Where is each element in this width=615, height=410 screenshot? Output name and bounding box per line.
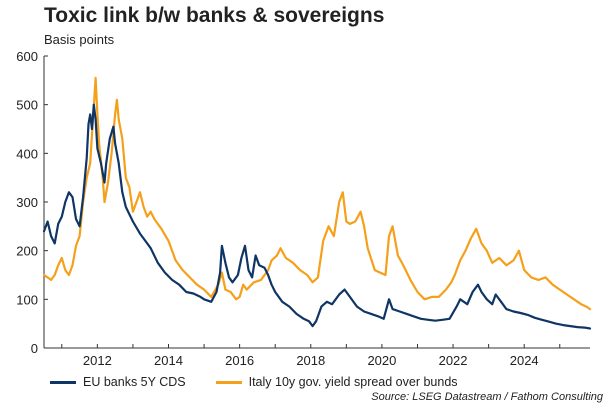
- legend-swatch-italy-spread: [215, 380, 242, 384]
- x-tick-label: 2014: [154, 353, 183, 368]
- x-tick-label: 2020: [367, 353, 396, 368]
- series-line-italy-spread: [42, 76, 592, 311]
- x-tick-label: 2016: [225, 353, 254, 368]
- legend-item-italy-spread: Italy 10y gov. yield spread over bunds: [215, 375, 458, 389]
- legend-swatch-eu-banks: [50, 380, 76, 384]
- y-tick-label: 600: [16, 49, 38, 64]
- x-tick-label: 2018: [296, 353, 325, 368]
- x-tick-label: 2024: [510, 353, 539, 368]
- y-tick-label: 300: [16, 195, 38, 210]
- series-layer: [42, 76, 592, 330]
- series-line-eu-banks: [42, 103, 592, 330]
- legend-item-eu-banks: EU banks 5Y CDS: [50, 375, 186, 389]
- legend-label-italy-spread: Italy 10y gov. yield spread over bunds: [248, 375, 458, 389]
- axes: 0 100 200 300 400 500 600 2012 2014 2016 2018 2020 2…: [16, 49, 590, 368]
- y-tick-label: 400: [16, 146, 38, 161]
- x-tick-label: 2012: [83, 353, 112, 368]
- y-axis-label: Basis points: [44, 32, 115, 47]
- chart-title: Toxic link b/w banks & sovereigns: [44, 4, 385, 27]
- legend: EU banks 5Y CDS Italy 10y gov. yield spr…: [50, 374, 488, 390]
- y-tick-label: 100: [16, 292, 38, 307]
- x-tick-label: 2022: [439, 353, 468, 368]
- y-tick-label: 200: [16, 244, 38, 259]
- y-tick-label: 500: [16, 98, 38, 113]
- legend-label-eu-banks: EU banks 5Y CDS: [83, 375, 186, 389]
- y-tick-label: 0: [31, 341, 38, 356]
- source-note: Source: LSEG Datastream / Fathom Consult…: [371, 391, 603, 403]
